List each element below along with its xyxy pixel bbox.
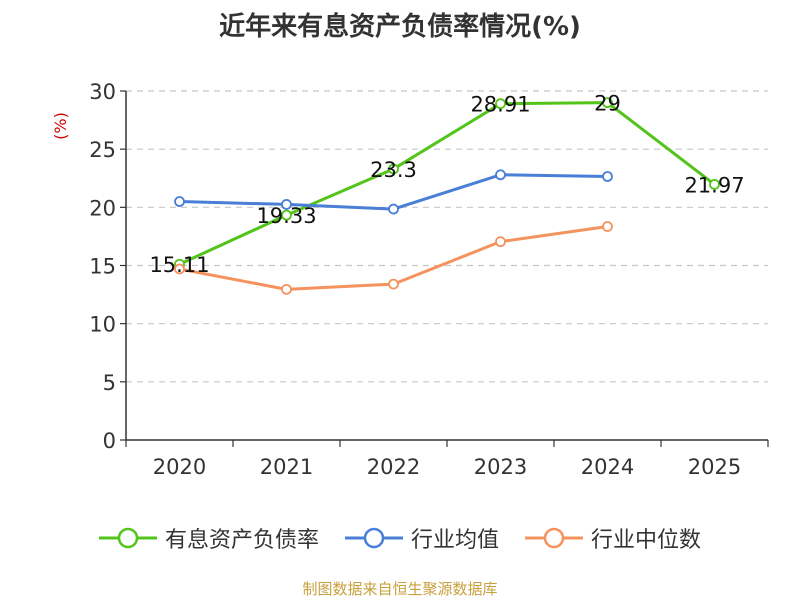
legend-item[interactable]: 行业中位数	[525, 522, 701, 554]
chart-title: 近年来有息资产负债率情况(%)	[219, 12, 581, 42]
data-label: 29	[594, 92, 621, 116]
legend-label: 行业均值	[410, 528, 499, 553]
y-tick-label: 15	[89, 255, 116, 279]
data-point	[174, 263, 185, 275]
legend-circle	[117, 527, 139, 549]
x-tick-label: 2025	[688, 455, 741, 479]
data-point	[388, 203, 399, 215]
data-point	[388, 278, 399, 290]
legend-circle	[363, 527, 385, 549]
x-tick-label: 2023	[474, 455, 527, 479]
legend-label: 有息资产负债率	[164, 528, 319, 553]
data-point	[602, 97, 613, 109]
legend-label: 行业中位数	[591, 528, 702, 553]
data-point	[602, 221, 613, 232]
data-labels: 15.11 19.33 23.3 28.91 29 21.97	[149, 92, 744, 278]
source-note: 制图数据来自恒生聚源数据库	[302, 580, 498, 598]
y-tick-label: 5	[103, 371, 116, 395]
data-point	[602, 171, 613, 182]
y-tick-label: 25	[89, 138, 116, 162]
data-label: 28.91	[470, 93, 530, 117]
y-axis-label: (%)	[51, 112, 70, 140]
legend-marker-icon	[525, 527, 583, 549]
data-point	[709, 179, 720, 190]
data-point	[495, 98, 506, 110]
x-tick-label: 2022	[367, 455, 420, 479]
data-point	[281, 209, 292, 221]
legend-marker-icon	[344, 527, 403, 549]
y-tick-label: 0	[103, 429, 116, 453]
data-label: 21.97	[684, 173, 744, 197]
data-point	[495, 236, 506, 248]
grid-lines	[126, 90, 768, 383]
y-tick-label: 10	[89, 313, 116, 337]
data-point	[495, 169, 506, 181]
x-tick-label: 2020	[153, 455, 206, 479]
legend-item[interactable]: 行业均值	[344, 522, 499, 554]
x-tick-label: 2024	[581, 455, 634, 479]
series-lines	[174, 97, 720, 295]
legend: 有息资产负债率 行业均值 行业中位数	[0, 520, 800, 556]
data-point	[281, 199, 292, 210]
data-point	[174, 196, 185, 207]
data-point	[281, 283, 292, 295]
y-tick-label: 20	[89, 196, 116, 220]
legend-circle	[543, 527, 565, 549]
data-label: 19.33	[256, 204, 316, 228]
legend-item[interactable]: 有息资产负债率	[98, 522, 319, 554]
x-tick-label: 2021	[260, 455, 313, 479]
series-line	[178, 101, 716, 266]
data-label: 15.11	[149, 253, 209, 277]
data-label: 23.3	[370, 158, 417, 182]
y-tick-label: 30	[89, 80, 116, 104]
data-point	[388, 163, 399, 175]
legend-marker-icon	[98, 527, 157, 549]
